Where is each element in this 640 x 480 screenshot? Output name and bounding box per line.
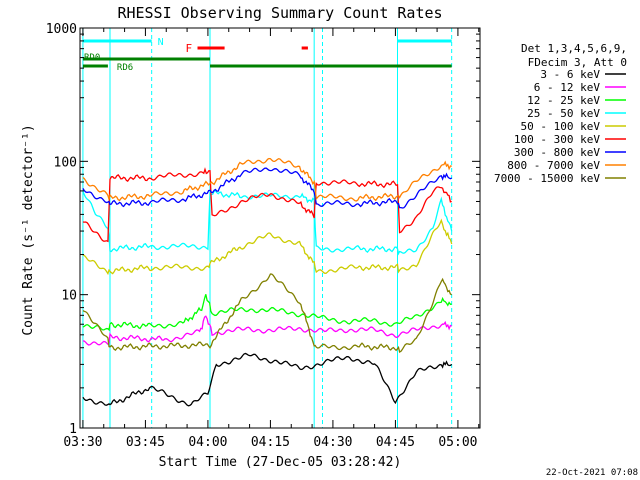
state-label-night: N: [158, 37, 164, 48]
state-label-flare: F: [186, 42, 193, 55]
chart-title: RHESSI Observing Summary Count Rates: [117, 4, 442, 22]
legend-header-line-1: Det 1,3,4,5,6,9,: [521, 42, 627, 55]
series-line-3-6-keV: [82, 352, 453, 407]
legend-label: 7000 - 15000 keV: [494, 172, 600, 185]
x-tick-label: 04:00: [188, 435, 227, 450]
legend-label: 800 - 7000 keV: [507, 159, 600, 172]
legend-label: 100 - 300 keV: [514, 133, 600, 146]
series-line-300-800-keV: [82, 167, 453, 209]
series-line-25-50-keV: [82, 189, 453, 256]
state-label-rd-upper: RD0: [84, 53, 100, 63]
legend-label: 3 - 6 keV: [540, 68, 600, 81]
series-line-6-12-keV: [82, 315, 453, 346]
x-tick-label: 04:15: [251, 435, 290, 450]
legend-label: 25 - 50 keV: [527, 107, 600, 120]
series-line-12-25-keV: [82, 294, 452, 332]
footer-timestamp: 22-Oct-2021 07:08: [546, 468, 638, 478]
series-line-800-7000-keV: [82, 157, 452, 202]
y-axis-label: Count Rate (s⁻¹ detector⁻¹): [21, 124, 36, 335]
state-label-rd-lower: RD6: [117, 63, 133, 73]
y-tick-label: 1000: [46, 22, 77, 37]
series-line-50-100-keV: [82, 218, 453, 276]
series-line-100-300-keV: [82, 167, 452, 243]
plot-frame: [79, 27, 481, 429]
x-tick-label: 04:45: [376, 435, 415, 450]
x-tick-label: 03:45: [126, 435, 165, 450]
legend-label: 6 - 12 keV: [534, 81, 601, 94]
legend-label: 300 - 800 keV: [514, 146, 600, 159]
x-tick-label: 05:00: [438, 435, 477, 450]
y-tick-label: 10: [61, 289, 77, 304]
legend-label: 50 - 100 keV: [521, 120, 601, 133]
x-tick-label: 03:30: [63, 435, 102, 450]
x-tick-label: 04:30: [313, 435, 352, 450]
y-tick-label: 100: [54, 155, 77, 170]
series-line-7000-15000-keV: [82, 273, 453, 353]
x-axis-label: Start Time (27-Dec-05 03:28:42): [159, 455, 402, 470]
y-tick-label: 1: [69, 422, 77, 437]
legend-label: 12 - 25 keV: [527, 94, 600, 107]
legend-header-line-2: FDecim 3, Att 0: [528, 56, 627, 69]
